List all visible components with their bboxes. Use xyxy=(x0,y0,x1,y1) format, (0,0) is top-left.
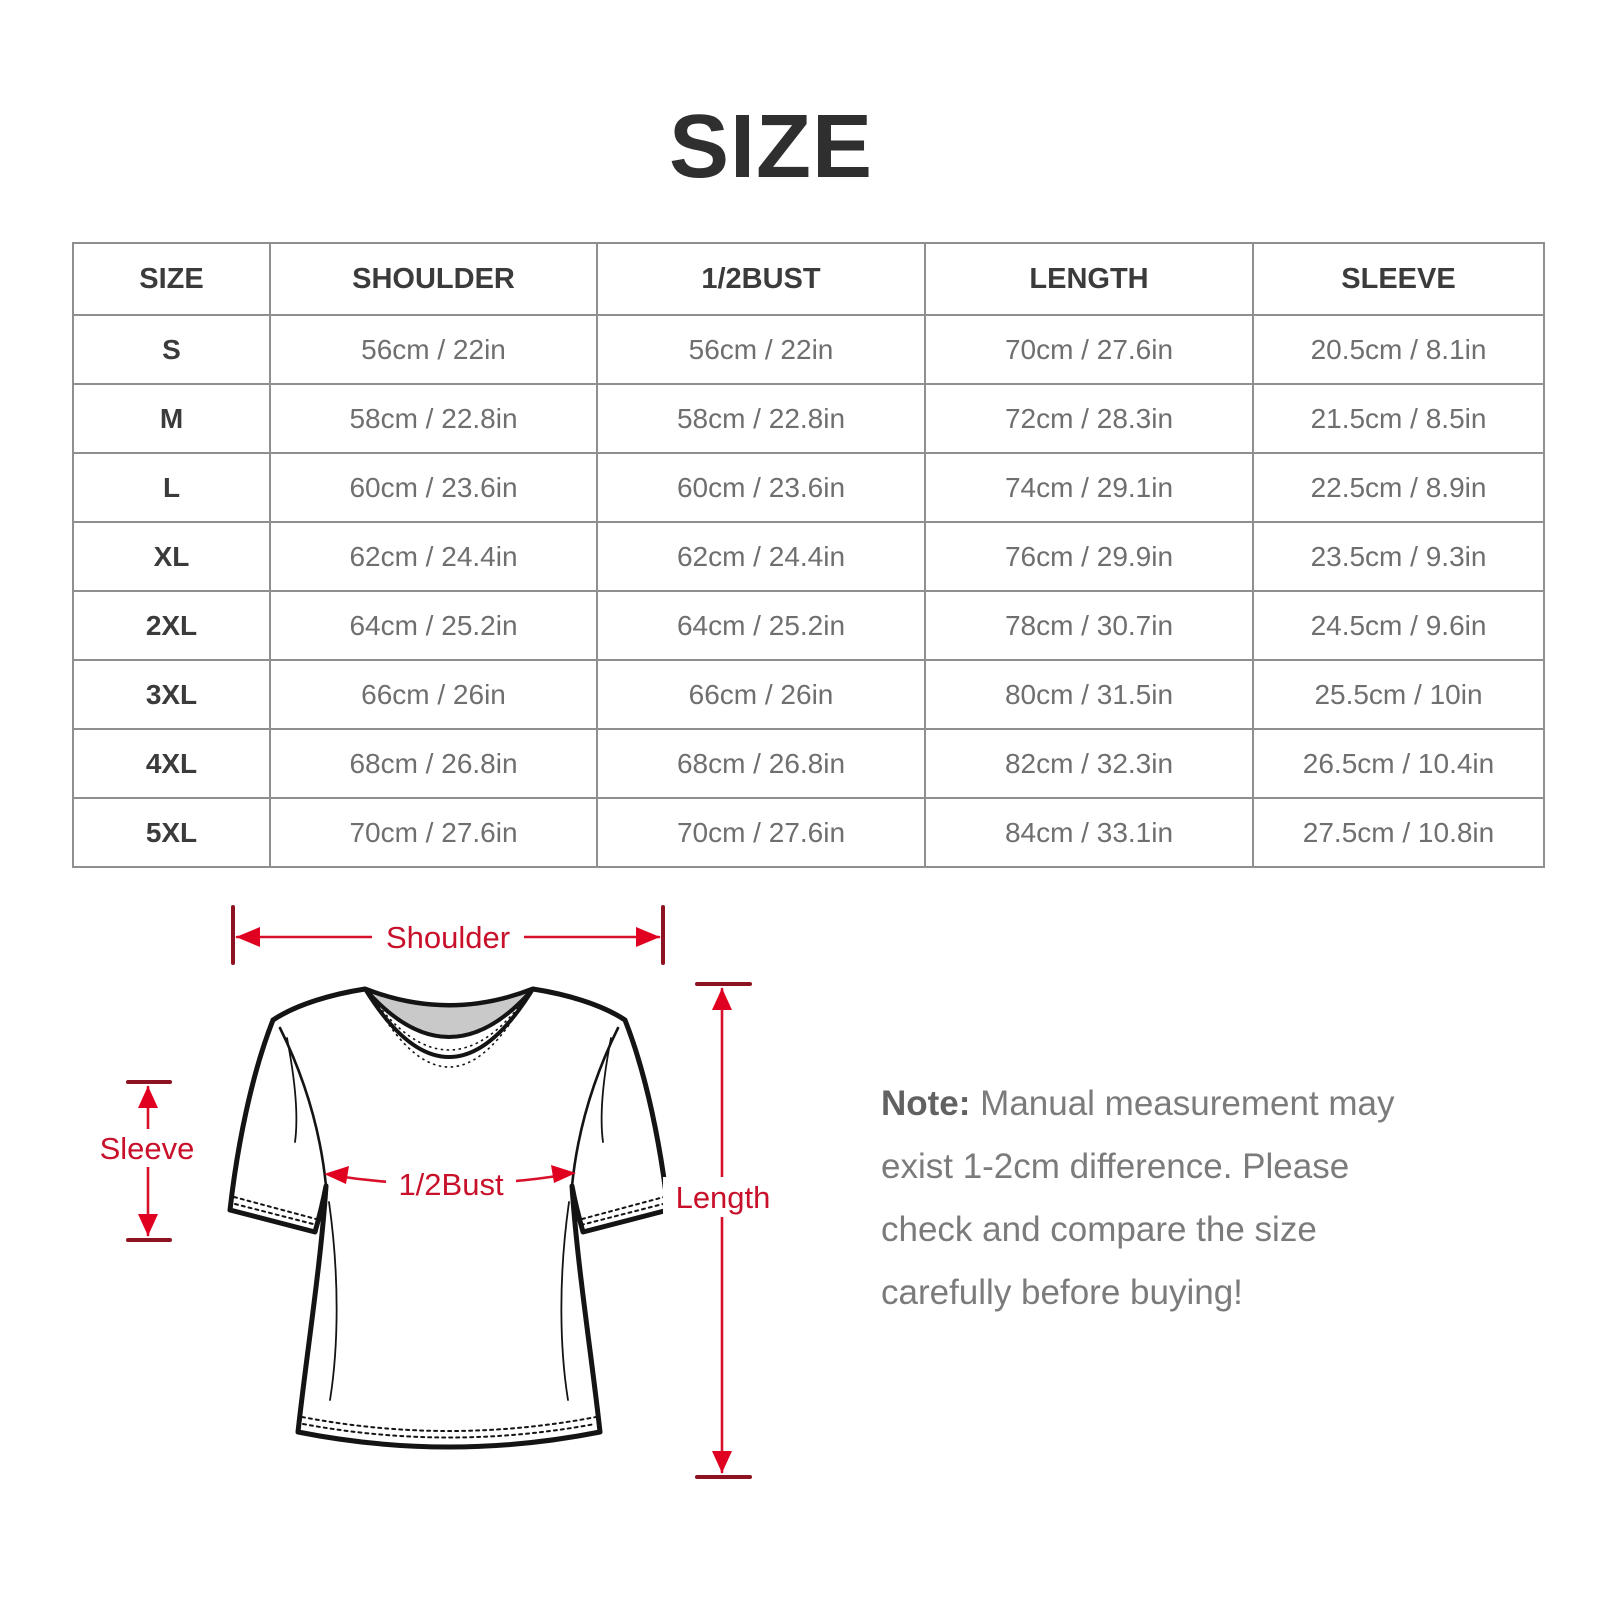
measurement-cell: 70cm / 27.6in xyxy=(269,797,598,868)
measurement-cell: 20.5cm / 8.1in xyxy=(1252,314,1545,385)
header-size: SIZE xyxy=(72,242,271,316)
measurement-cell: 84cm / 33.1in xyxy=(924,797,1254,868)
measurement-cell: 25.5cm / 10in xyxy=(1252,659,1545,730)
measurement-cell: 21.5cm / 8.5in xyxy=(1252,383,1545,454)
note-block: Note: Manual measurement may exist 1-2cm… xyxy=(881,1072,1441,1324)
size-cell: 5XL xyxy=(72,797,271,868)
note-line: carefully before buying! xyxy=(881,1273,1243,1312)
table-row: 4XL 68cm / 26.8in 68cm / 26.8in 82cm / 32.3… xyxy=(72,728,1545,799)
header-shoulder: SHOULDER xyxy=(269,242,598,316)
measurement-cell: 62cm / 24.4in xyxy=(596,521,926,592)
measurement-cell: 78cm / 30.7in xyxy=(924,590,1254,661)
length-up-arrow-icon xyxy=(712,988,732,1010)
shoulder-label: Shoulder xyxy=(386,920,510,955)
sleeve-down-arrow-icon xyxy=(138,1214,158,1236)
size-cell: S xyxy=(72,314,271,385)
sleeve-up-arrow-icon xyxy=(138,1086,158,1108)
size-table: SIZE SHOULDER 1/2BUST LENGTH SLEEVE S 56c… xyxy=(72,242,1545,868)
measurement-cell: 62cm / 24.4in xyxy=(269,521,598,592)
measurement-cell: 60cm / 23.6in xyxy=(596,452,926,523)
note-line-text: Manual measurement may xyxy=(970,1084,1395,1123)
tshirt-measurement-diagram: Shoulder Sleeve 1/2Bust Length xyxy=(92,905,783,1479)
bust-label-bg xyxy=(386,1164,516,1202)
right-sleeve-fold xyxy=(600,1037,612,1143)
measurement-cell: 72cm / 28.3in xyxy=(924,383,1254,454)
size-cell: M xyxy=(72,383,271,454)
shoulder-left-arrow-icon xyxy=(236,927,260,947)
length-label-bg xyxy=(663,1177,783,1217)
measurement-cell: 22.5cm / 8.9in xyxy=(1252,452,1545,523)
table-row: L 60cm / 23.6in 60cm / 23.6in 74cm / 29.1in… xyxy=(72,452,1545,523)
page-title: SIZE xyxy=(668,97,874,197)
table-header-row: SIZE SHOULDER 1/2BUST LENGTH SLEEVE xyxy=(72,242,1545,316)
measurement-cell: 70cm / 27.6in xyxy=(596,797,926,868)
measurement-cell: 23.5cm / 9.3in xyxy=(1252,521,1545,592)
shoulder-label-bg xyxy=(372,917,524,957)
measurement-cell: 82cm / 32.3in xyxy=(924,728,1254,799)
measurement-cell: 66cm / 26in xyxy=(596,659,926,730)
size-cell: 2XL xyxy=(72,590,271,661)
measurement-cell: 76cm / 29.9in xyxy=(924,521,1254,592)
measurement-cell: 24.5cm / 9.6in xyxy=(1252,590,1545,661)
note-label: Note: xyxy=(881,1084,971,1123)
measurement-cell: 56cm / 22in xyxy=(596,314,926,385)
measurement-cell: 80cm / 31.5in xyxy=(924,659,1254,730)
table-row: 3XL 66cm / 26in 66cm / 26in 80cm / 31.5in 25… xyxy=(72,659,1545,730)
measurement-cell: 27.5cm / 10.8in xyxy=(1252,797,1545,868)
measurement-cell: 58cm / 22.8in xyxy=(596,383,926,454)
measurement-cell: 64cm / 25.2in xyxy=(269,590,598,661)
bust-right-arrow-icon xyxy=(551,1165,576,1183)
table-row: 2XL 64cm / 25.2in 64cm / 25.2in 78cm / 30.7… xyxy=(72,590,1545,661)
header-bust: 1/2BUST xyxy=(596,242,926,316)
measurement-cell: 64cm / 25.2in xyxy=(596,590,926,661)
table-row: M 58cm / 22.8in 58cm / 22.8in 72cm / 28.3in… xyxy=(72,383,1545,454)
measurement-cell: 68cm / 26.8in xyxy=(596,728,926,799)
sleeve-label-bg xyxy=(92,1129,202,1167)
header-sleeve: SLEEVE xyxy=(1252,242,1545,316)
measurement-cell: 66cm / 26in xyxy=(269,659,598,730)
measurement-cell: 56cm / 22in xyxy=(269,314,598,385)
size-cell: XL xyxy=(72,521,271,592)
table-row: S 56cm / 22in 56cm / 22in 70cm / 27.6in 20.5… xyxy=(72,314,1545,385)
size-cell: L xyxy=(72,452,271,523)
header-length: LENGTH xyxy=(924,242,1254,316)
collar-stitch xyxy=(369,993,529,1068)
bottom-hem-stitch xyxy=(301,1416,597,1439)
shoulder-right-arrow-icon xyxy=(636,927,660,947)
tshirt-outline xyxy=(227,986,671,1450)
measurement-cell: 58cm / 22.8in xyxy=(269,383,598,454)
size-cell: 3XL xyxy=(72,659,271,730)
measurement-cell: 26.5cm / 10.4in xyxy=(1252,728,1545,799)
length-label: Length xyxy=(676,1180,771,1215)
left-body-fold xyxy=(328,1201,338,1401)
bust-left-arrow-icon xyxy=(324,1166,349,1184)
note-line: Note: Manual measurement may xyxy=(881,1072,1441,1135)
measurement-cell: 60cm / 23.6in xyxy=(269,452,598,523)
right-cuff-stitch xyxy=(580,1196,665,1226)
table-row: 5XL 70cm / 27.6in 70cm / 27.6in 84cm / 33.1… xyxy=(72,797,1545,868)
measurement-cell: 70cm / 27.6in xyxy=(924,314,1254,385)
sleeve-label: Sleeve xyxy=(100,1131,195,1166)
right-body-fold xyxy=(560,1201,570,1401)
collar-ribbing xyxy=(363,987,535,1059)
note-line: exist 1-2cm difference. Please xyxy=(881,1147,1350,1186)
note-line: check and compare the size xyxy=(881,1210,1317,1249)
size-cell: 4XL xyxy=(72,728,271,799)
bust-label: 1/2Bust xyxy=(398,1167,504,1202)
table-row: XL 62cm / 24.4in 62cm / 24.4in 76cm / 29.9i… xyxy=(72,521,1545,592)
measurement-cell: 74cm / 29.1in xyxy=(924,452,1254,523)
left-cuff-stitch xyxy=(233,1196,318,1226)
measurement-cell: 68cm / 26.8in xyxy=(269,728,598,799)
left-sleeve-fold xyxy=(286,1037,298,1143)
length-down-arrow-icon xyxy=(712,1451,732,1473)
